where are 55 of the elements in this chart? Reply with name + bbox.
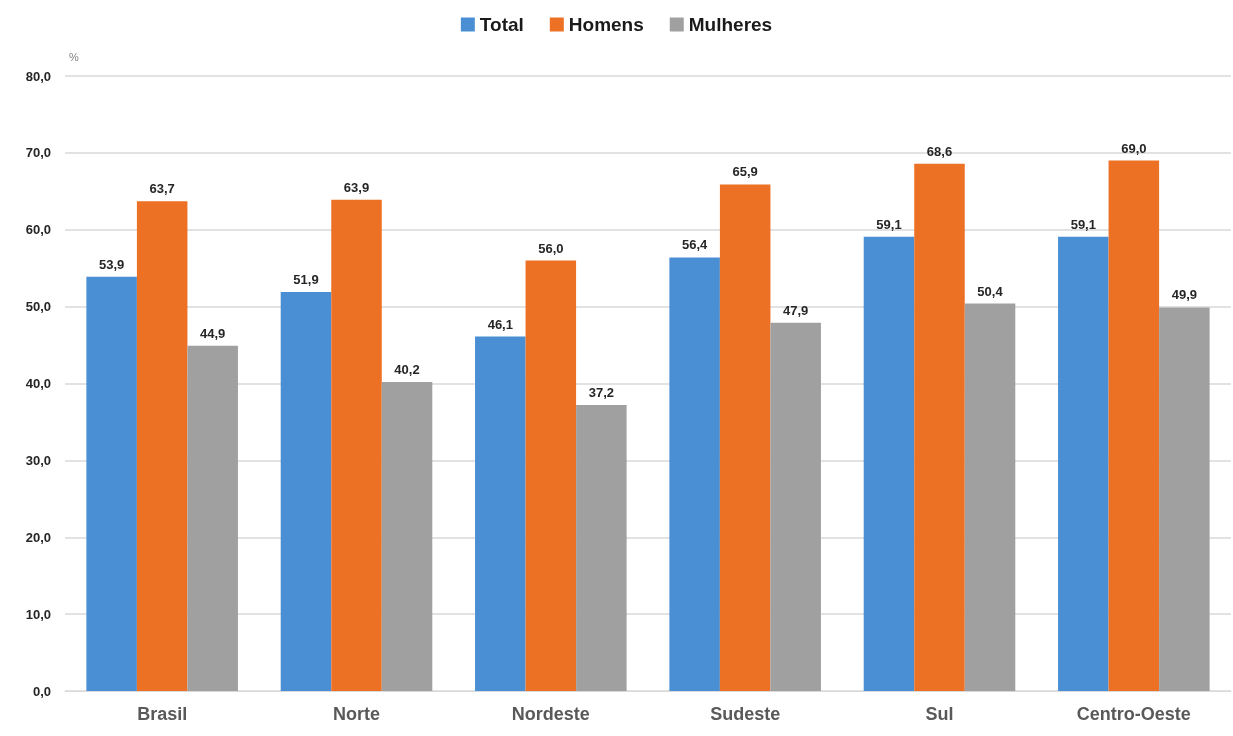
y-axis-title: % — [69, 50, 79, 63]
bar — [280, 292, 332, 691]
data-label: 51,9 — [293, 272, 319, 288]
x-tick-label: Brasil — [137, 704, 188, 724]
bar — [136, 201, 188, 691]
bar — [914, 163, 965, 691]
x-tick-label: Nordeste — [511, 704, 590, 724]
data-label: 49,9 — [1171, 287, 1198, 303]
y-tick-label: 60,0 — [25, 222, 51, 238]
x-tick-label: Sudeste — [710, 704, 781, 724]
bar — [964, 303, 1016, 691]
data-label: 59,1 — [876, 216, 902, 232]
bar — [1159, 307, 1210, 691]
bar — [669, 257, 720, 691]
y-tick-label: 10,0 — [25, 606, 51, 622]
data-label: 59,1 — [1070, 216, 1096, 232]
data-label: 69,0 — [1121, 140, 1147, 156]
bar — [1108, 160, 1160, 691]
bar — [863, 236, 915, 691]
x-tick-label: Norte — [332, 704, 381, 724]
x-tick-label: Centro-Oeste — [1076, 704, 1191, 724]
bar — [1058, 236, 1109, 691]
bar — [525, 260, 577, 691]
bar — [719, 184, 771, 691]
bar — [331, 199, 382, 691]
data-label: 50,4 — [977, 283, 1004, 299]
legend-label: Homens — [568, 14, 644, 35]
bar — [381, 381, 433, 691]
y-tick-label: 40,0 — [25, 376, 51, 391]
data-label: 46,1 — [487, 316, 513, 332]
y-tick-label: 70,0 — [25, 145, 51, 161]
y-tick-label: 80,0 — [25, 68, 51, 84]
data-label: 56,0 — [538, 240, 564, 256]
y-tick-label: 30,0 — [25, 452, 51, 468]
x-tick-label: Sul — [925, 704, 954, 724]
legend-label: Mulheres — [688, 14, 773, 35]
data-label: 47,9 — [783, 302, 809, 318]
legend-label: Total — [479, 14, 524, 35]
data-label: 63,9 — [343, 179, 370, 195]
data-label: 40,2 — [394, 361, 420, 377]
data-label: 37,2 — [588, 385, 615, 401]
data-label: 56,4 — [681, 237, 709, 253]
y-tick-label: 20,0 — [25, 529, 51, 545]
bar — [770, 322, 821, 691]
bar — [475, 336, 526, 691]
data-label: 65,9 — [732, 164, 758, 180]
y-tick-label: 0,0 — [32, 683, 51, 699]
data-label: 63,7 — [149, 181, 175, 197]
y-tick-label: 50,0 — [25, 299, 51, 315]
bar — [576, 405, 627, 691]
data-label: 53,9 — [98, 256, 125, 272]
bar — [86, 276, 137, 691]
bar — [187, 345, 238, 691]
data-label: 44,9 — [200, 325, 226, 341]
data-label: 68,6 — [926, 143, 953, 159]
